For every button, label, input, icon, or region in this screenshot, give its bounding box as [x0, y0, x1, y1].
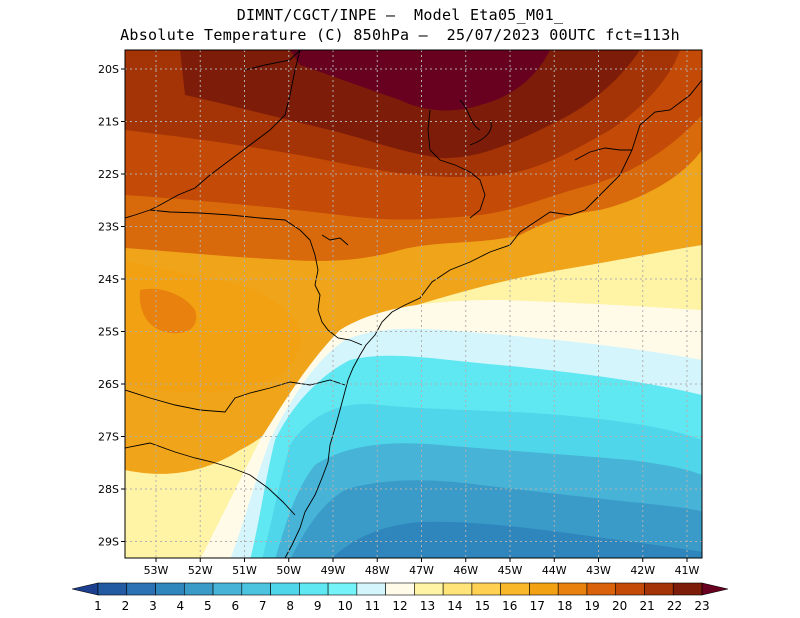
- lat-tick-label: 22S: [98, 168, 119, 181]
- colorbar-swatch: [155, 582, 185, 596]
- colorbar-label: 17: [530, 599, 545, 613]
- graticule: [125, 50, 702, 558]
- lon-tick-label: 42W: [630, 564, 655, 577]
- chart-title-line-2: Absolute Temperature (C) 850hPa – 25/07/…: [120, 26, 680, 44]
- longitude-axis: 53W 52W 51W 50W 49W 48W 47W 46W 45W 44W 43W 42W 41W: [144, 558, 700, 577]
- colorbar-label: 13: [420, 599, 435, 613]
- reservoirs: [459, 99, 492, 146]
- state-border-north: [125, 50, 301, 219]
- colorbar-label: 2: [122, 599, 130, 613]
- isotherm-18: [139, 288, 197, 334]
- colorbar-label: 6: [231, 599, 239, 613]
- lon-tick-label: 50W: [276, 564, 301, 577]
- colorbar-label: 10: [337, 599, 352, 613]
- state-border-mg-sp: [427, 109, 431, 151]
- state-border-sc-rs: [125, 442, 296, 516]
- lat-tick-label: 27S: [98, 431, 119, 444]
- lat-tick-label: 28S: [98, 483, 119, 496]
- colorbar-label: 1: [94, 599, 102, 613]
- colorbar-label: 8: [286, 599, 294, 613]
- chart-title-line-1: DIMNT/CGCT/INPE – Model Eta05_M01_: [236, 6, 564, 24]
- colorbar-label: 12: [392, 599, 407, 613]
- river-detail: [321, 234, 349, 246]
- colorbar-swatch: [97, 582, 128, 596]
- coastline: [284, 79, 702, 558]
- colorbar-swatch: [471, 582, 501, 596]
- coastline-and-borders: [125, 50, 702, 558]
- lat-tick-label: 25S: [98, 326, 119, 339]
- colorbar-swatch: [126, 582, 156, 596]
- colorbar-label: 21: [639, 599, 654, 613]
- colorbar-label: 7: [259, 599, 267, 613]
- isotherm-4: [332, 521, 702, 558]
- lon-tick-label: 41W: [675, 564, 700, 577]
- colorbar-label: 5: [204, 599, 212, 613]
- colorbar-arrow-right: [701, 582, 729, 596]
- colorbar-swatch: [183, 582, 214, 596]
- state-border-ms-sp: [149, 209, 301, 231]
- colorbar-swatch: [299, 582, 329, 596]
- lon-tick-label: 48W: [365, 564, 390, 577]
- latitude-axis: 20S 21S 22S 23S 24S 25S 26S 27S 28S 29S: [98, 63, 125, 549]
- state-border-top: [244, 50, 301, 71]
- colorbar-swatch: [385, 582, 415, 596]
- colorbar-swatch: [414, 582, 444, 596]
- colorbar-swatch: [356, 582, 386, 596]
- lon-tick-label: 44W: [542, 564, 567, 577]
- colorbar-swatch: [270, 582, 300, 596]
- lat-tick-label: 24S: [98, 273, 119, 286]
- colorbar-label: 20: [612, 599, 627, 613]
- colorbar-swatch: [672, 582, 703, 596]
- colorbar-label: 15: [475, 599, 490, 613]
- lon-tick-label: 51W: [232, 564, 257, 577]
- state-border-es: [574, 147, 632, 161]
- colorbar-label: 22: [667, 599, 682, 613]
- map-frame: [124, 49, 703, 559]
- lon-tick-label: 46W: [453, 564, 478, 577]
- colorbar-swatch: [557, 582, 588, 596]
- lon-tick-label: 53W: [144, 564, 169, 577]
- lat-tick-label: 29S: [98, 536, 119, 549]
- colorbar-label: 18: [557, 599, 572, 613]
- colorbar-arrow-left: [71, 582, 99, 596]
- colorbar-label: 11: [365, 599, 380, 613]
- colorbar-label: 16: [502, 599, 517, 613]
- colorbar: 1 2 3 4 5 6 7 8 9 10 11 12 13 14 15 16 17 18 19 20 21 22 23: [71, 582, 729, 613]
- colorbar-label: 14: [447, 599, 462, 613]
- isotherm-23: [290, 50, 550, 111]
- colorbar-swatch: [615, 582, 645, 596]
- state-border-sp-pr: [299, 229, 363, 346]
- colorbar-swatch: [212, 582, 243, 596]
- temperature-field: [125, 50, 702, 558]
- state-border-mg-rj: [429, 149, 486, 219]
- colorbar-swatch: [327, 582, 358, 596]
- lat-tick-label: 26S: [98, 378, 119, 391]
- lon-tick-label: 49W: [321, 564, 346, 577]
- lon-tick-label: 52W: [188, 564, 213, 577]
- colorbar-swatch: [500, 582, 530, 596]
- lon-tick-label: 43W: [586, 564, 611, 577]
- colorbar-swatch: [644, 582, 674, 596]
- colorbar-label: 19: [585, 599, 600, 613]
- colorbar-swatch: [586, 582, 617, 596]
- colorbar-swatch: [241, 582, 271, 596]
- colorbar-swatch: [529, 582, 559, 596]
- lat-tick-label: 23S: [98, 221, 119, 234]
- colorbar-label: 3: [149, 599, 157, 613]
- state-border-pr-sc: [125, 379, 346, 413]
- colorbar-label: 4: [177, 599, 185, 613]
- lat-tick-label: 20S: [98, 63, 119, 76]
- lon-tick-label: 47W: [409, 564, 434, 577]
- colorbar-label: 9: [314, 599, 322, 613]
- lat-tick-label: 21S: [98, 116, 119, 129]
- lon-tick-label: 45W: [498, 564, 523, 577]
- colorbar-label: 23: [694, 599, 709, 613]
- colorbar-swatch: [442, 582, 473, 596]
